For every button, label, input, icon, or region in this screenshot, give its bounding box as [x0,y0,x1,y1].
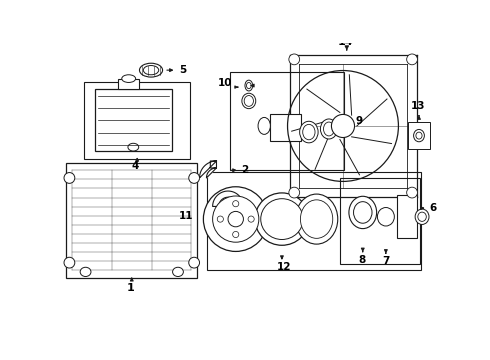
Bar [230,72,344,170]
Text: 12: 12 [277,261,292,271]
Bar [408,122,430,149]
Ellipse shape [414,130,424,142]
Ellipse shape [144,66,159,75]
Ellipse shape [323,122,334,136]
Ellipse shape [258,117,270,134]
Ellipse shape [246,82,251,89]
Polygon shape [199,161,217,178]
Text: 14: 14 [338,37,353,48]
Ellipse shape [255,193,309,245]
Text: 13: 13 [411,101,426,111]
Bar [95,89,172,151]
Bar [118,78,140,89]
Bar [84,82,190,159]
Ellipse shape [245,80,253,91]
Ellipse shape [189,257,199,268]
Text: 7: 7 [382,256,390,266]
Text: 4: 4 [132,161,139,171]
Ellipse shape [377,207,394,226]
Ellipse shape [140,63,163,77]
Circle shape [217,216,223,222]
Circle shape [233,231,239,238]
Text: 1: 1 [126,283,134,293]
Ellipse shape [80,267,91,276]
Text: 2: 2 [241,165,248,175]
Ellipse shape [261,199,303,239]
Circle shape [228,211,244,227]
Circle shape [203,187,268,251]
Ellipse shape [349,196,377,229]
Circle shape [248,216,254,222]
Circle shape [331,114,355,138]
Ellipse shape [172,267,183,276]
Ellipse shape [415,209,429,224]
Text: 3: 3 [243,228,250,238]
Circle shape [289,54,300,65]
Ellipse shape [300,200,333,238]
Ellipse shape [242,93,256,109]
Text: 6: 6 [429,203,436,213]
Ellipse shape [64,172,75,183]
Ellipse shape [418,212,426,221]
Text: 11: 11 [179,211,194,221]
Text: 8: 8 [358,255,366,265]
Bar [270,113,301,141]
Circle shape [233,201,239,207]
Circle shape [213,196,259,242]
Ellipse shape [303,124,315,140]
Bar [207,172,421,270]
Text: 9: 9 [355,116,362,126]
Ellipse shape [320,119,338,139]
Ellipse shape [300,121,318,143]
Circle shape [289,187,300,198]
Text: 10: 10 [218,78,232,88]
Circle shape [407,54,417,65]
Ellipse shape [416,132,422,139]
Ellipse shape [354,202,372,223]
Ellipse shape [128,143,139,151]
Polygon shape [213,191,244,206]
Ellipse shape [244,95,253,106]
Bar [397,195,417,238]
Bar [340,178,420,264]
Text: 5: 5 [179,65,186,75]
Ellipse shape [295,194,338,244]
Bar [66,163,197,278]
Ellipse shape [189,172,199,183]
Ellipse shape [122,75,136,82]
Ellipse shape [64,257,75,268]
Circle shape [407,187,417,198]
